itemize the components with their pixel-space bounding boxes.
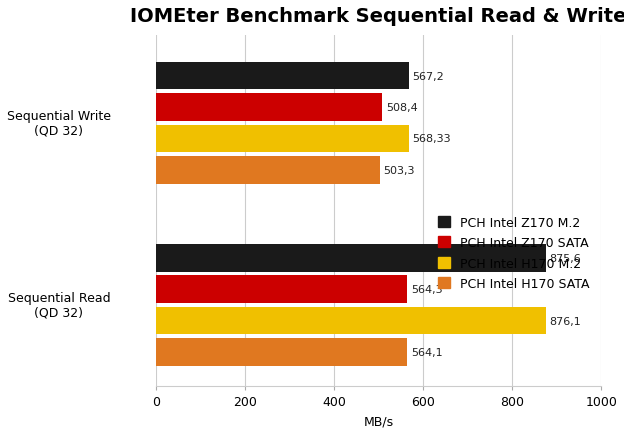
Text: 876,1: 876,1 — [550, 316, 582, 326]
Legend: PCH Intel Z170 M.2, PCH Intel Z170 SATA, PCH Intel H170 M.2, PCH Intel H170 SATA: PCH Intel Z170 M.2, PCH Intel Z170 SATA,… — [433, 211, 595, 296]
Title: IOMEter Benchmark Sequential Read & Write: IOMEter Benchmark Sequential Read & Writ… — [130, 7, 624, 26]
Bar — [156, 339, 407, 366]
Text: 568,33: 568,33 — [412, 134, 451, 144]
Text: 567,2: 567,2 — [412, 72, 444, 82]
Text: 564,3: 564,3 — [411, 285, 442, 294]
Bar — [156, 244, 546, 272]
Bar — [156, 157, 380, 184]
Text: 503,3: 503,3 — [384, 165, 415, 175]
Bar — [156, 125, 409, 153]
X-axis label: MB/s: MB/s — [364, 414, 394, 427]
Text: 564,1: 564,1 — [411, 347, 442, 357]
Bar — [156, 307, 546, 335]
Bar — [156, 62, 409, 90]
Text: 508,4: 508,4 — [386, 103, 417, 113]
Text: 875,6: 875,6 — [549, 253, 581, 263]
Bar — [156, 276, 407, 303]
Bar — [156, 94, 383, 122]
